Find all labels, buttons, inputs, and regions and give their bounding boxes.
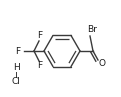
Text: Cl: Cl: [12, 78, 20, 87]
Text: H: H: [13, 64, 19, 72]
Text: F: F: [37, 61, 43, 71]
Text: F: F: [37, 32, 43, 41]
Text: Br: Br: [87, 25, 97, 33]
Text: O: O: [98, 59, 106, 68]
Text: F: F: [15, 46, 21, 55]
